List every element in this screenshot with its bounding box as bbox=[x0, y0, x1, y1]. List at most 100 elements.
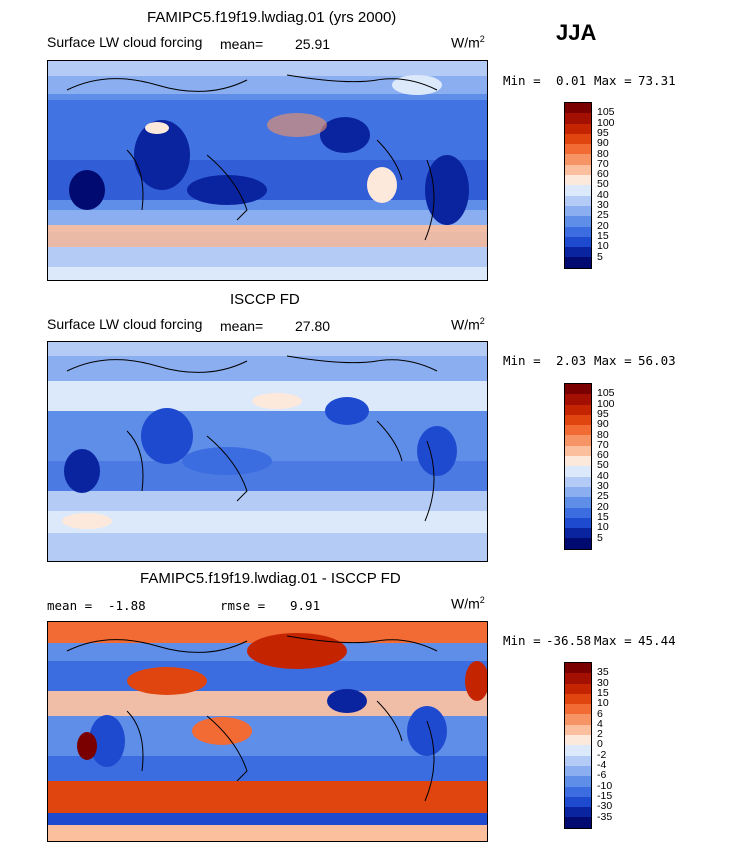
panel2-mean-value: 27.80 bbox=[295, 318, 331, 334]
colorbar-swatch bbox=[565, 476, 591, 487]
colorbar-swatch bbox=[565, 154, 591, 165]
colorbar-level-label: 15 bbox=[597, 686, 609, 699]
colorbar-level-label: -35 bbox=[597, 810, 613, 823]
colorbar-swatch bbox=[565, 796, 591, 808]
panel1-variable: Surface LW cloud forcing bbox=[47, 34, 203, 50]
colorbar-swatch bbox=[565, 164, 591, 176]
colorbar-level-label: 60 bbox=[597, 168, 609, 181]
panel2-map bbox=[47, 341, 488, 562]
colorbar-swatch bbox=[565, 133, 591, 145]
colorbar-level-label: 105 bbox=[597, 387, 615, 400]
colorbar-level-label: 30 bbox=[597, 199, 609, 211]
colorbar-swatch bbox=[565, 247, 591, 258]
colorbar-swatch bbox=[565, 205, 591, 217]
colorbar-level-label: 40 bbox=[597, 188, 609, 201]
colorbar-level-label: 70 bbox=[597, 157, 609, 170]
colorbar-level-label: 40 bbox=[597, 469, 609, 482]
colorbar-level-label: 70 bbox=[597, 438, 609, 451]
panel2-mean-label: mean= bbox=[220, 318, 264, 334]
colorbar-swatch bbox=[565, 507, 591, 518]
panel1-max-label: Max = bbox=[594, 73, 632, 88]
colorbar-swatch bbox=[565, 216, 591, 227]
colorbar-swatch bbox=[565, 663, 591, 674]
colorbar-level-label: 2 bbox=[597, 728, 603, 741]
colorbar-level-label: 30 bbox=[597, 480, 609, 492]
colorbar-swatch bbox=[565, 735, 591, 746]
panel1-title: FAMIPC5.f19f19.lwdiag.01 (yrs 2000) bbox=[147, 9, 397, 26]
panel2-min-label: Min = bbox=[503, 353, 541, 368]
colorbar-swatch bbox=[565, 817, 591, 828]
panel2-units: W/m2 bbox=[451, 316, 485, 333]
colorbar-level-label: 25 bbox=[597, 490, 609, 503]
colorbar-level-label: 10 bbox=[597, 697, 609, 710]
colorbar-level-label: -10 bbox=[597, 779, 613, 792]
colorbar-level-label: 15 bbox=[597, 229, 609, 242]
colorbar-level-label: -2 bbox=[597, 748, 607, 761]
colorbar-swatch bbox=[565, 807, 591, 818]
colorbar-level-label: 80 bbox=[597, 428, 609, 441]
colorbar-level-label: 20 bbox=[597, 219, 609, 232]
panel3-mean-value: -1.88 bbox=[108, 598, 146, 613]
colorbar-level-label: -6 bbox=[597, 769, 607, 782]
panel1-min-label: Min = bbox=[503, 73, 541, 88]
colorbar-swatch bbox=[565, 226, 591, 237]
colorbar-level-label: 4 bbox=[597, 717, 603, 730]
panel3-title: FAMIPC5.f19f19.lwdiag.01 - ISCCP FD bbox=[140, 570, 401, 587]
colorbar-level-label: 105 bbox=[597, 106, 615, 119]
colorbar-level-label: 6 bbox=[597, 707, 603, 720]
colorbar-level-label: 5 bbox=[597, 250, 603, 263]
colorbar-swatch bbox=[565, 673, 591, 684]
panel3-units: W/m2 bbox=[451, 595, 485, 612]
colorbar-swatch bbox=[565, 776, 591, 787]
panel1-units: W/m2 bbox=[451, 34, 485, 51]
colorbar-swatch bbox=[565, 236, 591, 248]
colorbar-level-label: 90 bbox=[597, 418, 609, 431]
colorbar-swatch bbox=[565, 486, 591, 498]
panel2-title: ISCCP FD bbox=[230, 291, 300, 308]
colorbar-swatch bbox=[565, 528, 591, 539]
panel2-variable: Surface LW cloud forcing bbox=[47, 316, 203, 332]
colorbar-swatch bbox=[565, 517, 591, 529]
colorbar-swatch bbox=[565, 497, 591, 508]
colorbar-swatch bbox=[565, 466, 591, 477]
panel2-colorbar bbox=[564, 383, 592, 550]
colorbar-swatch bbox=[565, 404, 591, 415]
colorbar-swatch bbox=[565, 724, 591, 736]
panel3-max-label: Max = bbox=[594, 633, 632, 648]
panel1-max-value: 73.31 bbox=[638, 73, 676, 88]
colorbar-swatch bbox=[565, 456, 591, 467]
colorbar-swatch bbox=[565, 445, 591, 457]
colorbar-swatch bbox=[565, 714, 591, 725]
panel2-min-value: 2.03 bbox=[556, 353, 587, 368]
panel3-rmse-value: 9.91 bbox=[290, 598, 321, 613]
panel2-max-label: Max = bbox=[594, 353, 632, 368]
colorbar-level-label: 20 bbox=[597, 500, 609, 513]
colorbar-swatch bbox=[565, 683, 591, 694]
panel3-mean-label: mean = bbox=[47, 598, 93, 613]
colorbar-level-label: 90 bbox=[597, 137, 609, 150]
panel3-max-value: 45.44 bbox=[638, 633, 676, 648]
colorbar-swatch bbox=[565, 765, 591, 777]
panel3-rmse-label: rmse = bbox=[220, 598, 266, 613]
colorbar-swatch bbox=[565, 755, 591, 766]
colorbar-level-label: 30 bbox=[597, 676, 609, 689]
colorbar-swatch bbox=[565, 195, 591, 206]
colorbar-level-label: 100 bbox=[597, 397, 615, 410]
colorbar-level-label: -15 bbox=[597, 789, 613, 802]
colorbar-swatch bbox=[565, 175, 591, 186]
colorbar-level-label: 50 bbox=[597, 459, 609, 472]
colorbar-swatch bbox=[565, 123, 591, 134]
colorbar-level-label: 60 bbox=[597, 449, 609, 462]
colorbar-swatch bbox=[565, 144, 591, 155]
panel1-min-value: 0.01 bbox=[556, 73, 587, 88]
colorbar-swatch bbox=[565, 257, 591, 268]
colorbar-level-label: 80 bbox=[597, 147, 609, 160]
colorbar-level-label: 35 bbox=[597, 666, 609, 679]
panel1-colorbar bbox=[564, 102, 592, 269]
colorbar-level-label: -30 bbox=[597, 800, 613, 813]
panel1-map bbox=[47, 60, 488, 281]
colorbar-swatch bbox=[565, 185, 591, 196]
colorbar-swatch bbox=[565, 384, 591, 395]
colorbar-swatch bbox=[565, 704, 591, 715]
panel3-colorbar bbox=[564, 662, 592, 829]
